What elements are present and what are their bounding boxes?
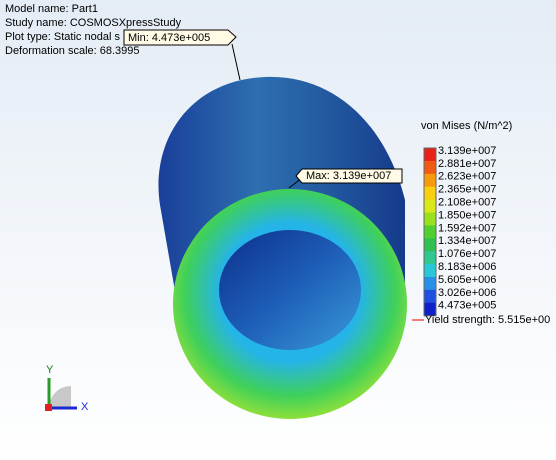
color-bar [423, 147, 437, 317]
color-band [424, 186, 436, 201]
color-band [424, 160, 436, 175]
triad-x-label: X [81, 401, 89, 413]
triad-disc [49, 386, 71, 408]
cylinder-bore [219, 230, 361, 350]
max-label: Max: 3.139e+007 [306, 170, 391, 182]
legend-label: 4.473e+005 [438, 300, 496, 312]
min-label: Min: 4.473e+005 [128, 32, 210, 44]
legend-label: 1.334e+007 [438, 235, 496, 247]
color-bar-frame [423, 147, 437, 317]
min-leader [231, 43, 241, 81]
min-callout [123, 29, 237, 46]
yield-strength: Yield strength: 5.515e+00 [425, 314, 550, 326]
color-band [424, 225, 436, 239]
triad-y-label: Y [46, 364, 54, 376]
legend-label: 2.365e+007 [438, 184, 496, 196]
max-callout [295, 168, 403, 184]
color-band [424, 238, 436, 252]
color-band [424, 251, 436, 265]
legend-label: 3.139e+007 [438, 145, 496, 157]
color-band [424, 212, 436, 226]
legend-label: 2.881e+007 [438, 158, 496, 170]
legend-label: 1.076e+007 [438, 248, 496, 260]
legend-label: 8.183e+006 [438, 261, 496, 273]
model-name: Model name: Part1 [5, 3, 98, 15]
color-band [424, 173, 436, 188]
plot-type: Plot type: Static nodal s [5, 31, 120, 43]
color-band [424, 199, 436, 213]
legend-label: 2.108e+007 [438, 197, 496, 209]
color-band [424, 289, 436, 304]
legend-label: 1.592e+007 [438, 222, 496, 234]
deformation-scale: Deformation scale: 68.3995 [5, 45, 140, 57]
triad-origin [45, 404, 52, 411]
legend-label: 3.026e+006 [438, 287, 496, 299]
color-band [424, 264, 436, 278]
color-band [424, 302, 436, 317]
legend-label: 5.605e+006 [438, 274, 496, 286]
color-band [424, 277, 436, 291]
legend-label: 2.623e+007 [438, 171, 496, 183]
legend-title: von Mises (N/m^2) [421, 120, 512, 132]
color-band [424, 148, 436, 162]
study-name: Study name: COSMOSXpressStudy [5, 17, 182, 29]
legend-label: 1.850e+007 [438, 209, 496, 221]
